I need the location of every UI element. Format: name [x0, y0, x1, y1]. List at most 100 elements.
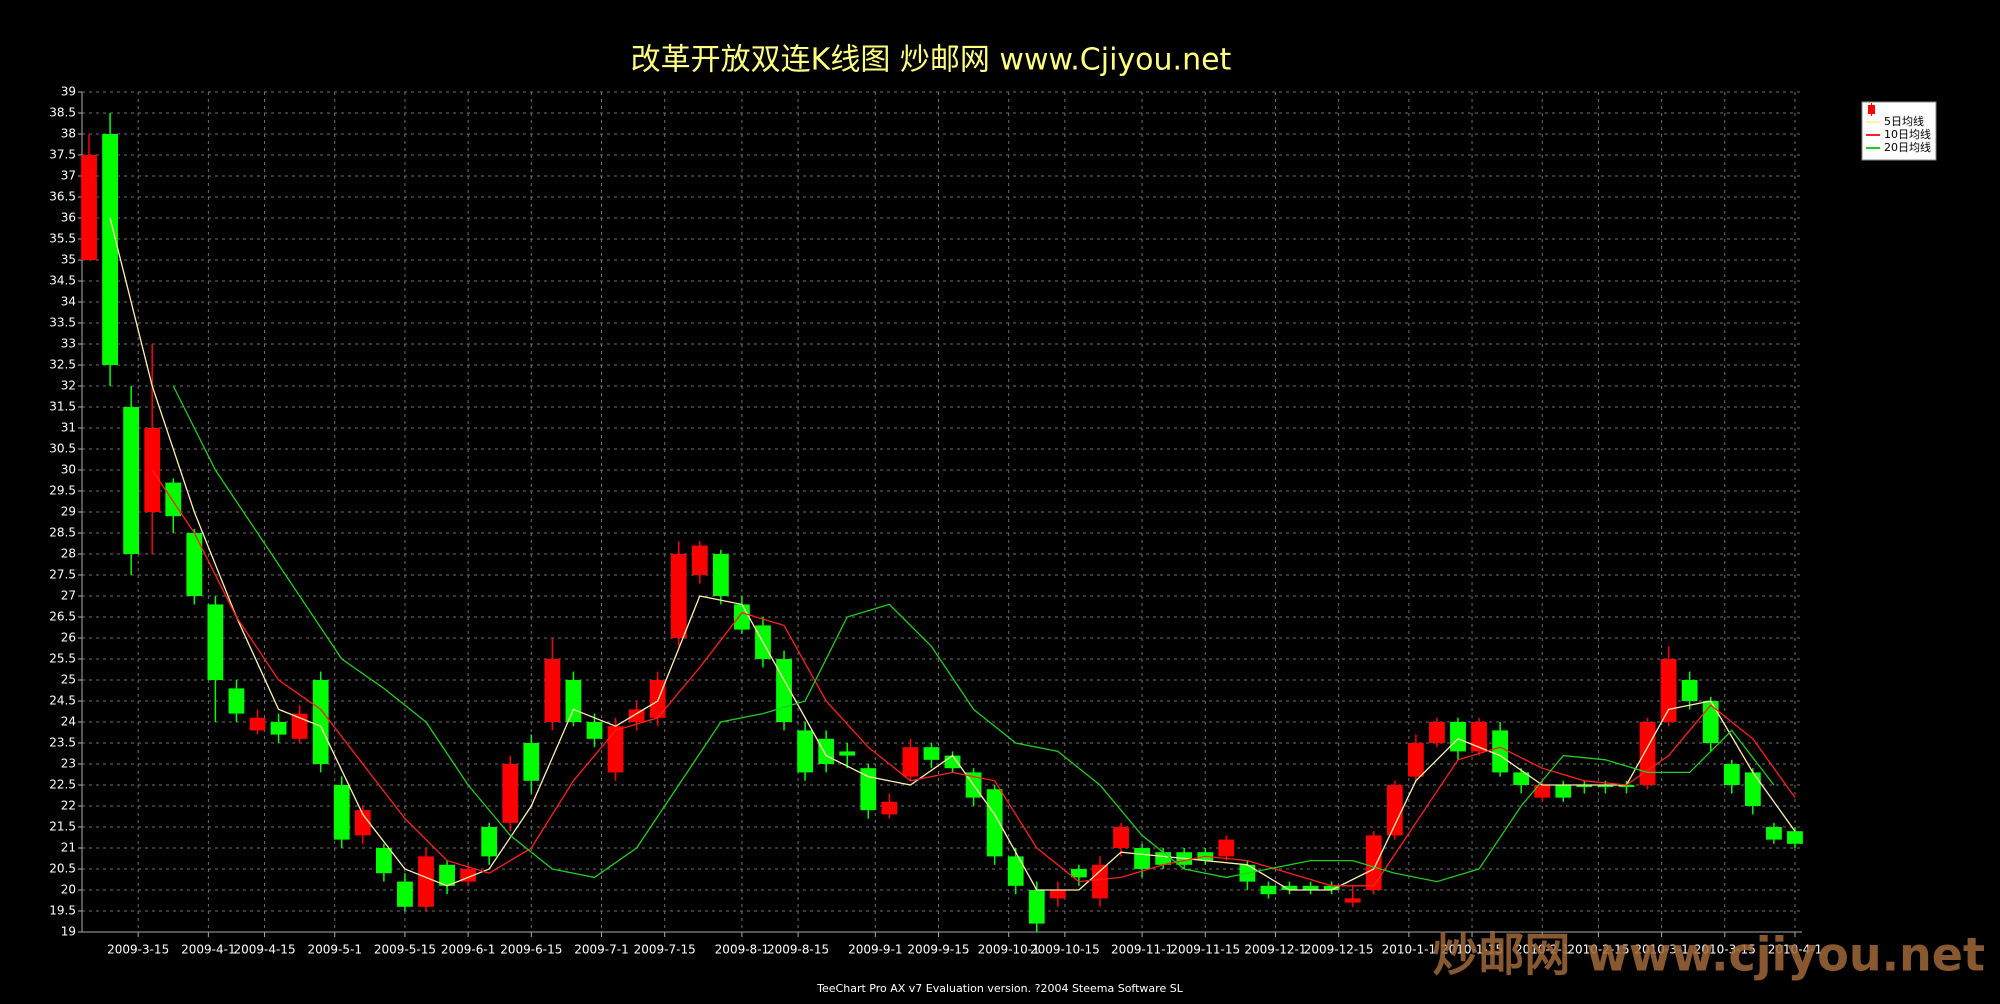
- candle-body: [1513, 772, 1530, 785]
- y-tick-label: 31.5: [49, 400, 76, 414]
- y-tick-label: 20.5: [49, 862, 76, 876]
- x-tick-label: 2010-3-1: [1634, 943, 1688, 957]
- ma-line: [151, 469, 1796, 887]
- y-tick-label: 26.5: [49, 610, 76, 624]
- x-tick-label: 2009-8-15: [767, 943, 829, 957]
- x-tick-label: 2009-8-1: [715, 943, 769, 957]
- y-tick-label: 21.5: [49, 820, 76, 834]
- candle-body: [1092, 864, 1108, 899]
- candle-body: [502, 764, 519, 823]
- y-tick-label: 26: [61, 631, 76, 645]
- x-tick-label: 2010-3-15: [1694, 943, 1756, 957]
- x-tick-label: 2010-2-1: [1515, 943, 1569, 957]
- x-tick-label: 2010-4-1: [1768, 943, 1822, 957]
- candle-body: [1323, 885, 1340, 890]
- candle-body: [418, 856, 434, 907]
- candle-body: [144, 428, 161, 512]
- candle-body: [165, 482, 182, 517]
- candle-body: [1155, 852, 1172, 865]
- candle-body: [1576, 785, 1593, 787]
- candle-body: [1028, 890, 1045, 924]
- y-tick-label: 30: [61, 463, 76, 477]
- x-tick-label: 2009-6-1: [441, 943, 495, 957]
- y-tick-label: 38.5: [49, 106, 76, 120]
- y-tick-label: 23.5: [49, 736, 76, 750]
- x-tick-label: 2009-4-15: [233, 943, 295, 957]
- x-tick-label: 2009-12-15: [1304, 943, 1374, 957]
- candle-body: [228, 688, 245, 714]
- candle-body: [1386, 785, 1403, 836]
- y-tick-label: 22: [61, 799, 76, 813]
- candle-body: [860, 768, 877, 811]
- candle-body: [1660, 659, 1677, 722]
- footer: TeeChart Pro AX v7 Evaluation version. ?…: [816, 982, 1184, 995]
- candle-body: [1365, 835, 1382, 890]
- y-tick-label: 31: [61, 421, 76, 435]
- y-tick-label: 32.5: [49, 358, 76, 372]
- candle-body: [1681, 680, 1698, 701]
- candle-body: [734, 604, 750, 630]
- candle-body: [439, 864, 455, 886]
- x-tick-label: 2009-5-1: [308, 943, 362, 957]
- candle-body: [354, 810, 371, 836]
- y-tick-label: 25.5: [49, 652, 76, 666]
- x-tick-label: 2009-10-15: [1030, 943, 1100, 957]
- candle-body: [691, 545, 708, 575]
- candle-body: [1744, 772, 1761, 806]
- y-tick-label: 37: [61, 169, 76, 183]
- y-tick-label: 24: [61, 715, 76, 729]
- candle-body: [986, 789, 1003, 857]
- candle-body: [1492, 730, 1509, 773]
- x-tick-label: 2010-1-15: [1441, 943, 1503, 957]
- y-tick-label: 19: [61, 925, 76, 939]
- x-tick-label: 2009-5-15: [374, 943, 436, 957]
- y-tick-label: 37.5: [49, 148, 76, 162]
- candle-body: [375, 848, 392, 874]
- y-tick-label: 24.5: [49, 694, 76, 708]
- candle-body: [270, 722, 287, 735]
- y-tick-label: 35.5: [49, 232, 76, 246]
- x-tick-label: 2009-3-15: [107, 943, 169, 957]
- candle-body: [333, 785, 350, 840]
- candle-body: [797, 730, 813, 773]
- candle-body: [312, 680, 329, 764]
- ma-line: [109, 217, 1796, 891]
- watermark: 炒邮网 www.cjiyou.net: [1432, 928, 1985, 982]
- y-tick-label: 29.5: [49, 484, 76, 498]
- y-tick-label: 27: [61, 589, 76, 603]
- candle-body: [1007, 856, 1024, 886]
- candle-body: [1534, 785, 1551, 798]
- candle-body: [1555, 785, 1572, 798]
- candle-body: [123, 407, 140, 554]
- candle-body: [902, 747, 919, 777]
- y-tick-label: 25: [61, 673, 76, 687]
- y-tick-label: 32: [61, 379, 76, 393]
- candle-body: [607, 726, 624, 773]
- x-tick-label: 2009-12-1: [1244, 943, 1306, 957]
- candle-body: [1344, 898, 1361, 903]
- candle-body: [102, 134, 118, 365]
- candle-body: [249, 717, 266, 731]
- x-tick-label: 2009-11-15: [1170, 943, 1240, 957]
- candle-body: [397, 881, 413, 907]
- y-tick-label: 33: [61, 337, 76, 351]
- candle-body: [923, 747, 940, 760]
- x-tick-label: 2009-10-1: [978, 943, 1040, 957]
- y-tick-label: 38: [61, 127, 76, 141]
- candle-body: [81, 155, 97, 260]
- candle-body: [207, 604, 224, 680]
- x-tick-label: 2010-2-15: [1567, 943, 1629, 957]
- x-tick-label: 2009-11-1: [1111, 943, 1173, 957]
- candle-body: [1260, 885, 1277, 895]
- candle-body: [1218, 839, 1235, 857]
- y-tick-label: 36: [61, 211, 76, 225]
- candle-body: [523, 743, 540, 781]
- candle-body: [481, 827, 498, 857]
- candle-body: [881, 801, 898, 815]
- y-tick-label: 36.5: [49, 190, 76, 204]
- chart-title: 改革开放双连K线图 炒邮网 www.Cjiyou.net: [631, 43, 1232, 78]
- y-tick-label: 34: [61, 295, 76, 309]
- candle-body: [586, 722, 603, 739]
